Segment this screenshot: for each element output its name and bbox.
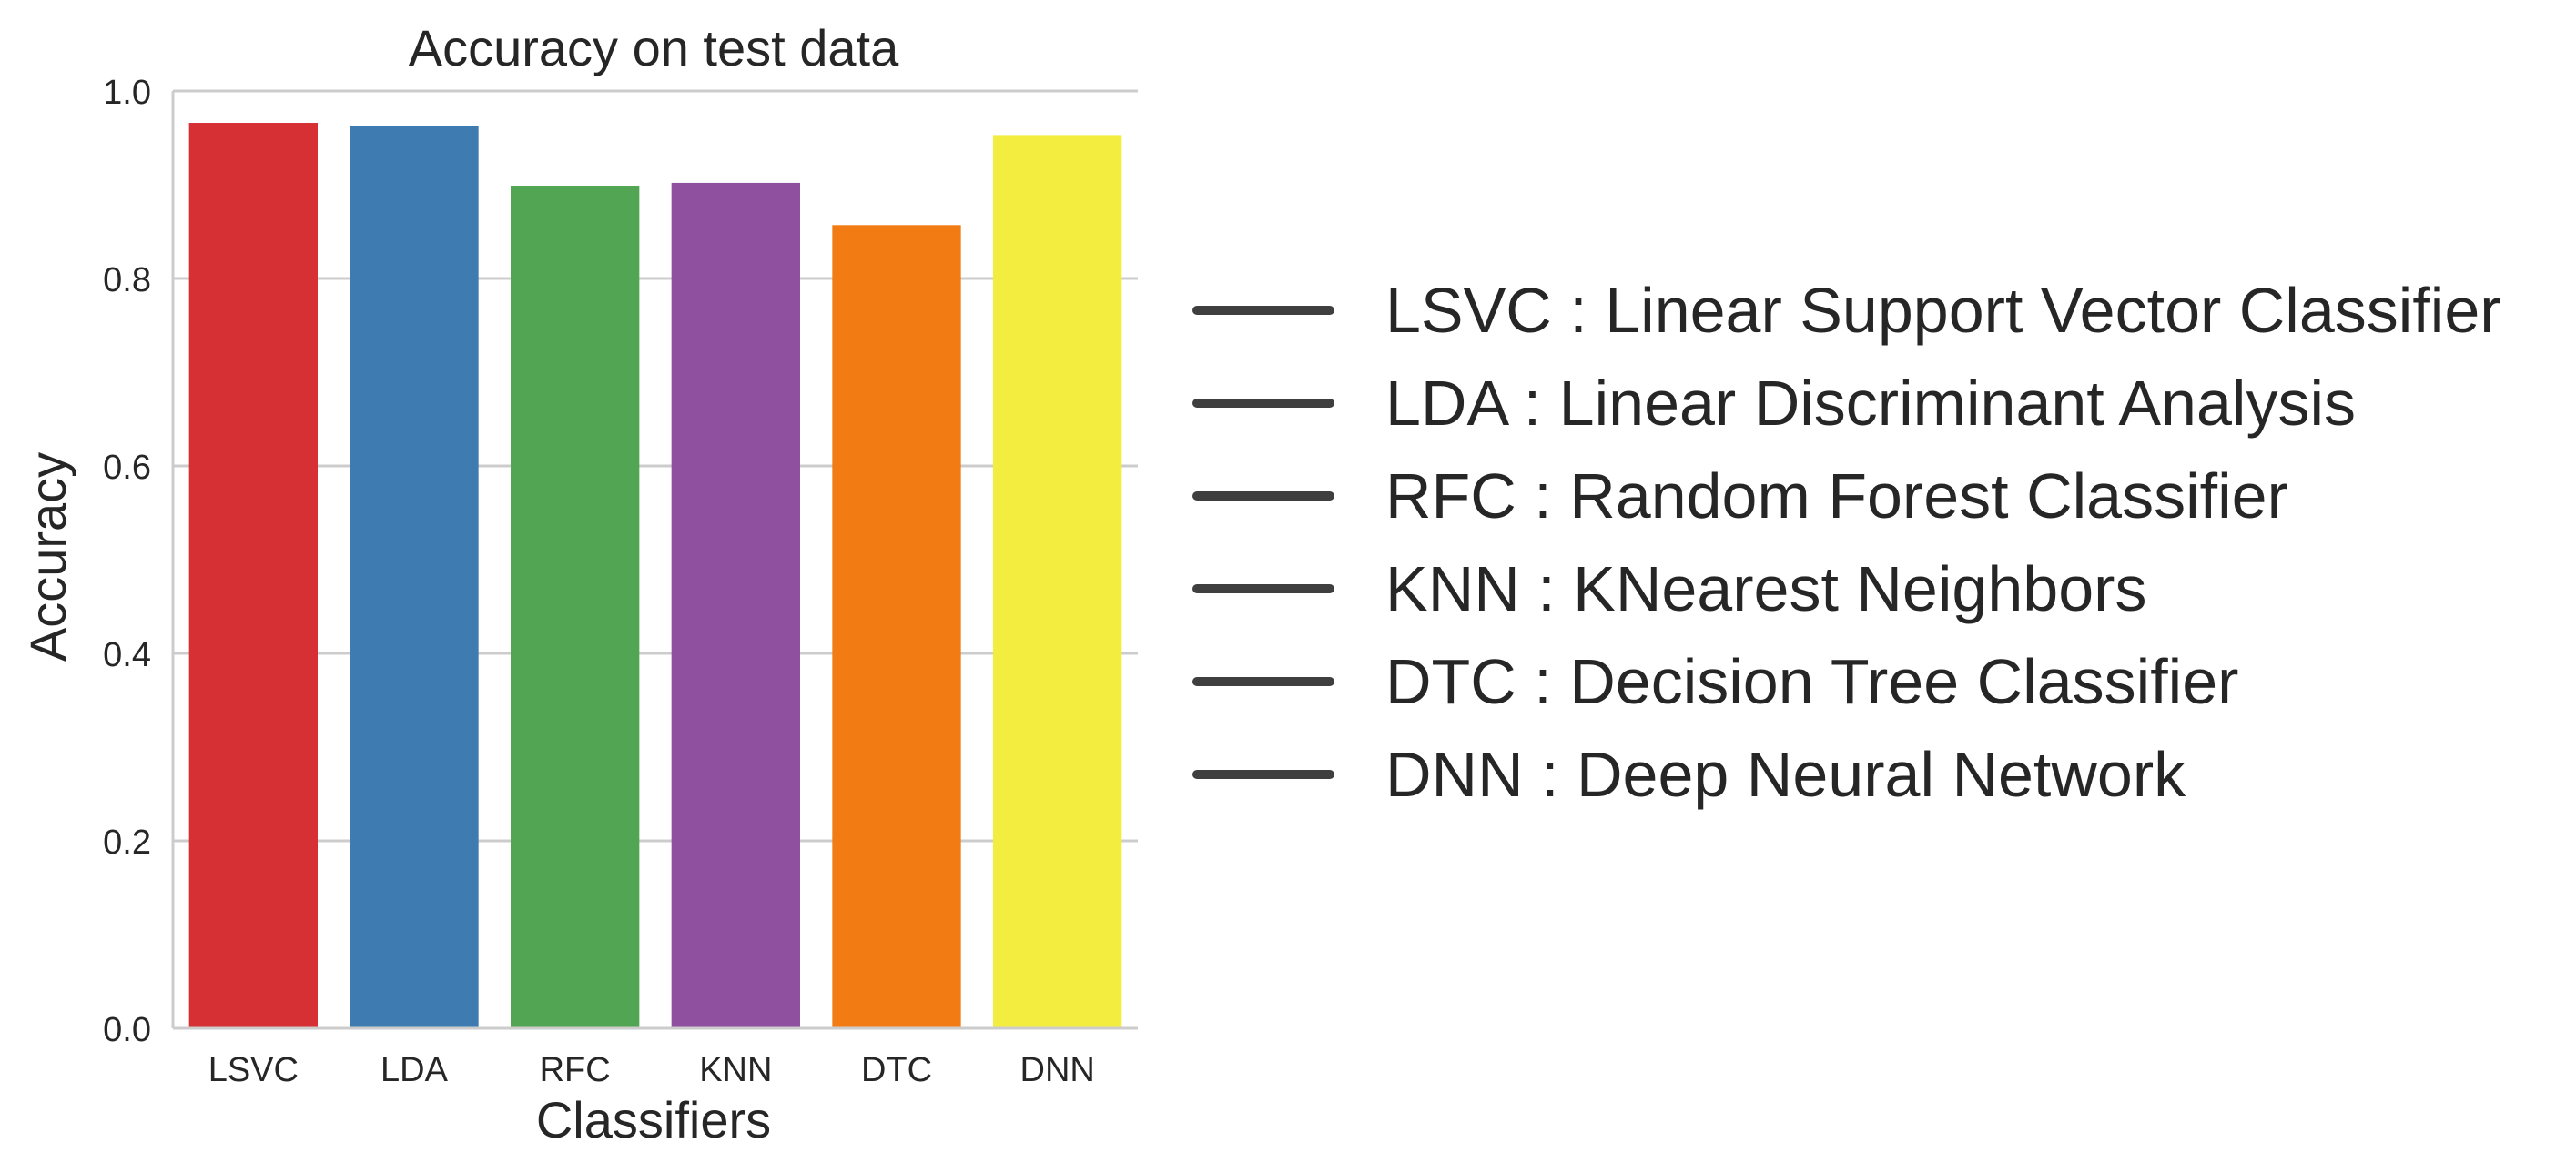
legend-label: LSVC : Linear Support Vector Classifier	[1385, 275, 2501, 346]
legend-line-marker	[1192, 584, 1334, 593]
legend-item: DTC : Decision Tree Classifier	[1192, 635, 2501, 728]
bar-knn	[671, 182, 800, 1028]
legend-item: DNN : Deep Neural Network	[1192, 728, 2501, 821]
legend-item: LDA : Linear Discriminant Analysis	[1192, 357, 2501, 450]
bar-dtc	[832, 225, 961, 1029]
y-tick-label: 0.2	[103, 824, 151, 862]
y-tick-label: 1.0	[103, 74, 151, 112]
legend-line-marker	[1192, 677, 1334, 686]
x-axis-label: Classifiers	[536, 1091, 771, 1148]
chart-title: Accuracy on test data	[409, 19, 899, 76]
legend-label: DTC : Decision Tree Classifier	[1385, 646, 2239, 717]
y-tick-label: 0.8	[103, 261, 151, 299]
bar-rfc	[511, 186, 640, 1028]
legend-line-marker	[1192, 770, 1334, 779]
bar-lda	[350, 126, 479, 1029]
x-tick-label: RFC	[540, 1051, 611, 1089]
legend-label: DNN : Deep Neural Network	[1385, 739, 2186, 810]
legend-line-marker	[1192, 399, 1334, 408]
legend-label: LDA : Linear Discriminant Analysis	[1385, 368, 2356, 439]
legend: LSVC : Linear Support Vector Classifier …	[1192, 264, 2501, 821]
y-tick-label: 0.6	[103, 449, 151, 487]
legend-line-marker	[1192, 306, 1334, 315]
x-tick-label: LSVC	[208, 1051, 299, 1089]
y-tick-label: 0.4	[103, 636, 151, 674]
x-tick-label: KNN	[699, 1051, 772, 1089]
y-tick-label: 0.0	[103, 1011, 151, 1049]
bar-dnn	[993, 135, 1122, 1028]
axes: 0.0 0.2 0.4 0.6 0.8 1.0 LSVC LDA RFC KNN DTC DNN	[103, 74, 1138, 1089]
legend-item: LSVC : Linear Support Vector Classifier	[1192, 264, 2501, 357]
x-tick-label: DNN	[1020, 1051, 1095, 1089]
legend-line-marker	[1192, 491, 1334, 501]
x-tick-label: LDA	[380, 1051, 449, 1089]
x-tick-label: DTC	[861, 1051, 932, 1089]
bars	[188, 123, 1122, 1029]
legend-label: RFC : Random Forest Classifier	[1385, 460, 2288, 531]
legend-label: KNN : KNearest Neighbors	[1385, 553, 2147, 624]
bar-lsvc	[188, 123, 318, 1028]
legend-item: KNN : KNearest Neighbors	[1192, 542, 2501, 635]
y-axis-label: Accuracy	[19, 452, 76, 662]
gridlines	[173, 89, 1138, 843]
legend-item: RFC : Random Forest Classifier	[1192, 450, 2501, 542]
